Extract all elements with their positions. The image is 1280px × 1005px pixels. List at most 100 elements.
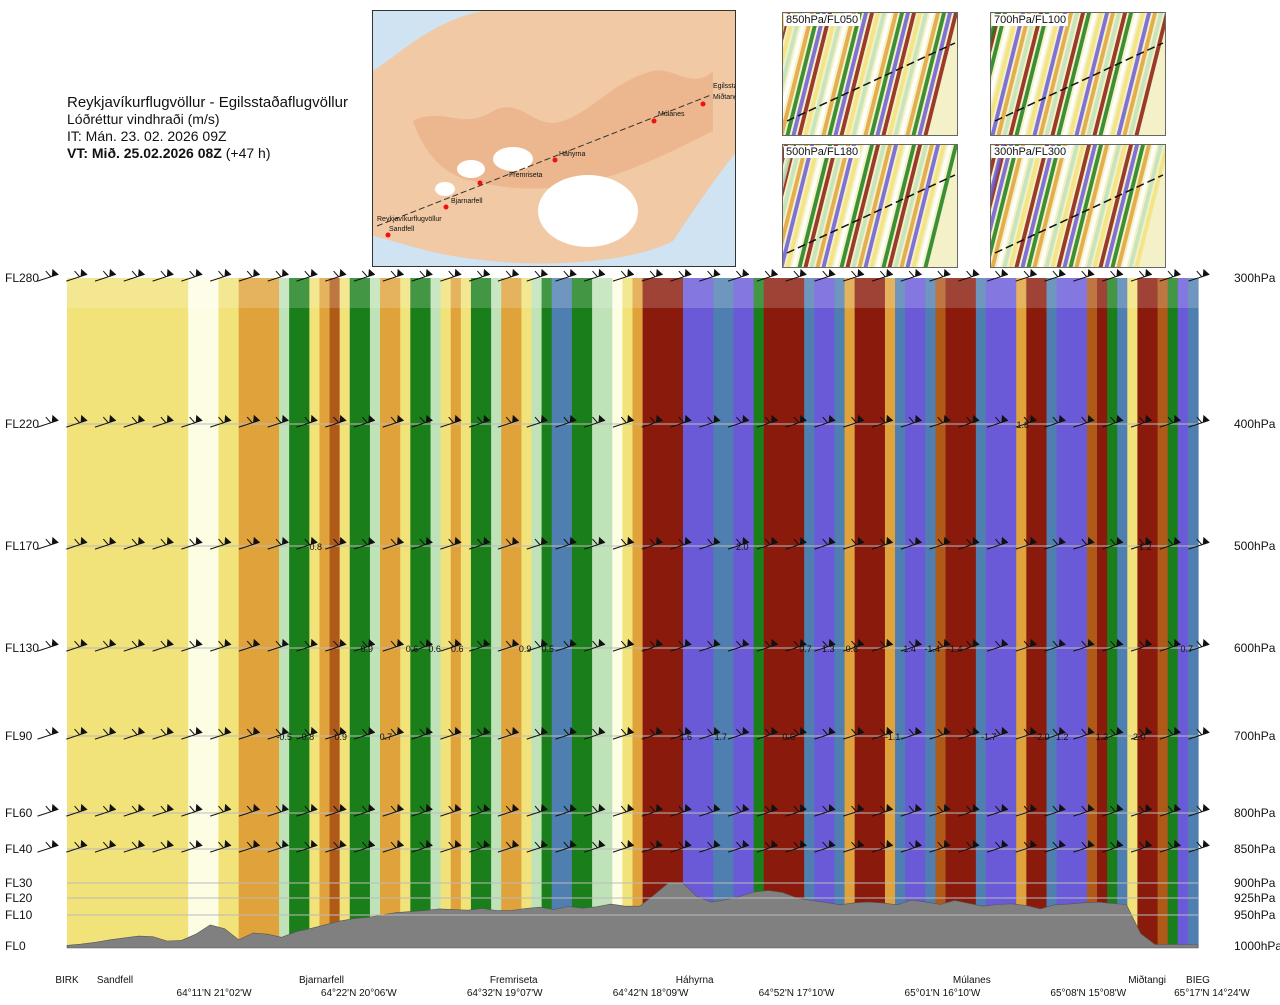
location-label: Múlanes: [952, 975, 991, 986]
velocity-column: [157, 278, 169, 948]
map-label-bjarnarfell: Bjarnarfell: [451, 198, 483, 205]
wind-barb: [267, 839, 289, 853]
wind-barb: [785, 726, 807, 740]
wind-barb: [1159, 726, 1181, 740]
wind-barb: [267, 803, 289, 817]
column-fade: [814, 278, 825, 308]
inset-700-label: 700hPa/FL100: [992, 14, 1069, 26]
wind-barb: [411, 268, 433, 282]
wind-barb: [382, 726, 404, 740]
wind-barb: [181, 638, 203, 652]
wind-barb: [497, 839, 519, 853]
fl-label: FL10: [5, 908, 33, 922]
column-fade: [1127, 278, 1139, 308]
inset-850-label: 850hPa/FL050: [784, 14, 861, 26]
wind-barb: [210, 638, 232, 652]
velocity-column: [501, 278, 512, 948]
column-fade: [632, 278, 644, 308]
wind-barb: [1015, 839, 1037, 853]
wind-barb: [555, 268, 577, 282]
wind-barb: [238, 268, 260, 282]
column-fade: [521, 278, 533, 308]
wind-barb: [411, 839, 433, 853]
wind-barb: [641, 638, 663, 652]
wind-barb: [382, 638, 404, 652]
column-fade: [470, 278, 482, 308]
value-annotation: 0.7: [799, 644, 812, 654]
wind-barb: [353, 536, 376, 550]
wind-barb: [440, 726, 462, 740]
wind-barb: [871, 839, 894, 853]
wind-barb: [986, 268, 1009, 282]
fl-label: FL60: [5, 806, 33, 820]
wind-barb: [641, 536, 663, 550]
map-label-egilsstadir: Egilsstaðir: [713, 82, 736, 90]
wind-barb: [670, 536, 692, 550]
wind-barb: [411, 638, 433, 652]
wind-barb: [152, 803, 174, 817]
valid-time: VT: Mið. 25.02.2026 08Z (+47 h): [67, 145, 348, 162]
velocity-column: [218, 278, 230, 948]
wind-barb: [382, 536, 404, 550]
value-annotation: 1.3: [1096, 732, 1109, 742]
column-fade: [1006, 278, 1017, 308]
column-fade: [279, 278, 290, 308]
value-annotation: 1.7: [714, 732, 727, 742]
velocity-column: [1097, 278, 1108, 948]
wind-barb: [929, 414, 951, 428]
wind-barb: [584, 726, 606, 740]
wind-barb: [612, 803, 635, 817]
wind-barb: [756, 803, 778, 817]
velocity-column: [935, 278, 947, 948]
wind-barb: [958, 536, 980, 550]
column-fade: [238, 278, 250, 308]
column-fade: [228, 278, 240, 308]
wind-barb: [1159, 803, 1181, 817]
column-fade: [289, 278, 300, 308]
wind-barb: [296, 536, 318, 550]
value-annotation: 0.8: [310, 542, 323, 552]
wind-barb: [871, 414, 894, 428]
wind-barb: [1073, 726, 1095, 740]
route-map: Reykjavíkurflugvöllur Sandfell Bjarnarfe…: [372, 10, 736, 267]
value-annotation: -0.5: [276, 732, 292, 742]
wind-barb: [325, 839, 347, 853]
wind-barb: [440, 268, 462, 282]
wind-barb: [871, 726, 894, 740]
velocity-column: [985, 278, 997, 948]
column-fade: [703, 278, 714, 308]
wind-barb: [468, 638, 491, 652]
wind-barb: [440, 536, 462, 550]
wind-barb: [958, 268, 980, 282]
wind-barb: [641, 726, 663, 740]
velocity-column: [541, 278, 553, 948]
column-fade: [1056, 278, 1068, 308]
wind-barb: [814, 839, 836, 853]
wind-barb: [929, 536, 951, 550]
wind-barb: [785, 414, 807, 428]
inset-thumbnail: [783, 145, 957, 267]
velocity-column: [1056, 278, 1068, 948]
wind-barb: [1073, 268, 1095, 282]
value-annotation: -1.7: [981, 732, 997, 742]
wind-barb: [411, 414, 433, 428]
wind-barb: [238, 638, 260, 652]
velocity-column: [1076, 278, 1088, 948]
wind-barb: [727, 726, 750, 740]
wind-barb: [526, 726, 548, 740]
velocity-column: [571, 278, 583, 948]
wind-barb: [66, 268, 88, 282]
wind-barb: [756, 268, 778, 282]
coordinate-label: 65°01'N 16°10'W: [904, 988, 981, 999]
column-fade: [299, 278, 310, 308]
velocity-column: [1006, 278, 1017, 948]
wind-barb: [37, 803, 59, 817]
column-fade: [965, 278, 977, 308]
column-fade: [804, 278, 815, 308]
velocity-column: [329, 278, 341, 948]
velocity-column: [279, 278, 290, 948]
wind-barb: [670, 414, 692, 428]
column-fade: [491, 278, 502, 308]
wind-barb: [641, 268, 663, 282]
issue-time: IT: Mán. 23. 02. 2026 09Z: [67, 128, 227, 144]
